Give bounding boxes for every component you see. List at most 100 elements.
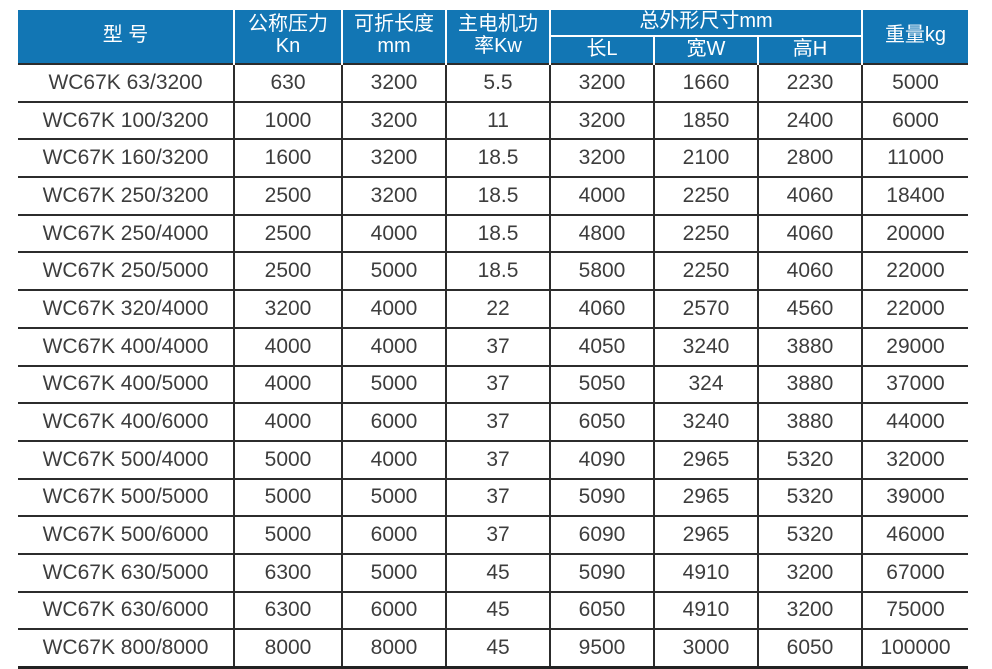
model-cell: WC67K 630/5000 [18, 552, 235, 593]
model-cell: WC67K 400/4000 [18, 326, 235, 367]
value-cell: 18.5 [445, 176, 551, 216]
value-cell: 3240 [653, 402, 759, 442]
header-dim-height: 高H [757, 36, 863, 64]
value-cell: 11000 [861, 138, 968, 179]
value-cell: 5000 [861, 63, 968, 103]
value-cell: 29000 [861, 326, 968, 367]
table-row: WC67K 500/5000 5000 5000 37 5090 2965 5320 3900… [18, 477, 968, 518]
value-cell: 37 [445, 477, 551, 518]
value-cell: 4000 [341, 439, 447, 480]
value-cell: 3200 [549, 138, 655, 179]
value-cell: 6000 [341, 402, 447, 442]
value-cell: 324 [653, 364, 759, 405]
header-pressure-line1: 公称压力 [248, 13, 328, 36]
value-cell: 6050 [549, 402, 655, 442]
value-cell: 22000 [861, 289, 968, 329]
model-cell: WC67K 250/3200 [18, 176, 235, 216]
table-header: 型 号 公称压力 Kn 可折长度 mm 主电机功 率Kw 总外形尺寸mm 重量k… [18, 10, 968, 64]
spec-table: 型 号 公称压力 Kn 可折长度 mm 主电机功 率Kw 总外形尺寸mm 重量k… [18, 10, 968, 669]
model-cell: WC67K 320/4000 [18, 289, 235, 329]
table-row: WC67K 250/4000 2500 4000 18.5 4800 2250 4060 20… [18, 213, 968, 254]
value-cell: 5320 [757, 477, 863, 518]
value-cell: 45 [445, 628, 551, 669]
value-cell: 4910 [653, 552, 759, 593]
value-cell: 3200 [549, 100, 655, 141]
table-row: WC67K 100/3200 1000 3200 11 3200 1850 2400 6000 [18, 100, 968, 141]
value-cell: 32000 [861, 439, 968, 480]
value-cell: 5000 [341, 251, 447, 292]
value-cell: 3240 [653, 326, 759, 367]
table-row: WC67K 400/6000 4000 6000 37 6050 3240 3880 4400… [18, 402, 968, 442]
value-cell: 8000 [341, 628, 447, 669]
value-cell: 9500 [549, 628, 655, 669]
value-cell: 4000 [341, 326, 447, 367]
value-cell: 4060 [757, 251, 863, 292]
value-cell: 45 [445, 552, 551, 593]
value-cell: 6050 [757, 628, 863, 669]
value-cell: 4000 [233, 326, 343, 367]
header-pressure: 公称压力 Kn [233, 10, 343, 64]
value-cell: 4060 [757, 176, 863, 216]
value-cell: 6090 [549, 515, 655, 555]
model-cell: WC67K 630/6000 [18, 590, 235, 631]
value-cell: 2230 [757, 63, 863, 103]
value-cell: 45 [445, 590, 551, 631]
value-cell: 6050 [549, 590, 655, 631]
value-cell: 4800 [549, 213, 655, 254]
model-cell: WC67K 800/8000 [18, 628, 235, 669]
table-row: WC67K 250/3200 2500 3200 18.5 4000 2250 4060 18… [18, 176, 968, 216]
value-cell: 4000 [233, 364, 343, 405]
table-row: WC67K 160/3200 1600 3200 18.5 3200 2100 2800 11… [18, 138, 968, 179]
value-cell: 3200 [341, 100, 447, 141]
value-cell: 3200 [757, 590, 863, 631]
value-cell: 3880 [757, 364, 863, 405]
value-cell: 100000 [861, 628, 968, 669]
value-cell: 37 [445, 515, 551, 555]
value-cell: 4910 [653, 590, 759, 631]
value-cell: 1660 [653, 63, 759, 103]
header-motor-power-line1: 主电机功 [458, 13, 538, 36]
value-cell: 4000 [549, 176, 655, 216]
value-cell: 5000 [341, 477, 447, 518]
value-cell: 5090 [549, 477, 655, 518]
value-cell: 3200 [341, 138, 447, 179]
value-cell: 2500 [233, 213, 343, 254]
value-cell: 22 [445, 289, 551, 329]
value-cell: 6000 [861, 100, 968, 141]
value-cell: 37 [445, 402, 551, 442]
value-cell: 2250 [653, 251, 759, 292]
value-cell: 5000 [233, 439, 343, 480]
value-cell: 2800 [757, 138, 863, 179]
model-cell: WC67K 400/5000 [18, 364, 235, 405]
table-row: WC67K 500/4000 5000 4000 37 4090 2965 5320 3200… [18, 439, 968, 480]
value-cell: 4000 [341, 213, 447, 254]
header-motor-power-line2: 率Kw [474, 35, 522, 57]
value-cell: 5090 [549, 552, 655, 593]
value-cell: 5000 [233, 477, 343, 518]
value-cell: 2965 [653, 439, 759, 480]
value-cell: 630 [233, 63, 343, 103]
model-cell: WC67K 250/5000 [18, 251, 235, 292]
value-cell: 6300 [233, 590, 343, 631]
header-fold-length: 可折长度 mm [341, 10, 447, 64]
table-row: WC67K 630/6000 6300 6000 45 6050 4910 3200 7500… [18, 590, 968, 631]
value-cell: 6300 [233, 552, 343, 593]
value-cell: 6000 [341, 515, 447, 555]
value-cell: 18.5 [445, 251, 551, 292]
table-row: WC67K 320/4000 3200 4000 22 4060 2570 4560 2200… [18, 289, 968, 329]
value-cell: 37 [445, 439, 551, 480]
value-cell: 4560 [757, 289, 863, 329]
value-cell: 5000 [233, 515, 343, 555]
model-cell: WC67K 400/6000 [18, 402, 235, 442]
value-cell: 44000 [861, 402, 968, 442]
value-cell: 1000 [233, 100, 343, 141]
value-cell: 2500 [233, 251, 343, 292]
value-cell: 22000 [861, 251, 968, 292]
header-dim-length: 长L [549, 36, 655, 64]
header-model: 型 号 [18, 10, 235, 64]
value-cell: 2100 [653, 138, 759, 179]
value-cell: 3200 [549, 63, 655, 103]
value-cell: 5000 [341, 552, 447, 593]
value-cell: 5320 [757, 439, 863, 480]
model-cell: WC67K 500/4000 [18, 439, 235, 480]
